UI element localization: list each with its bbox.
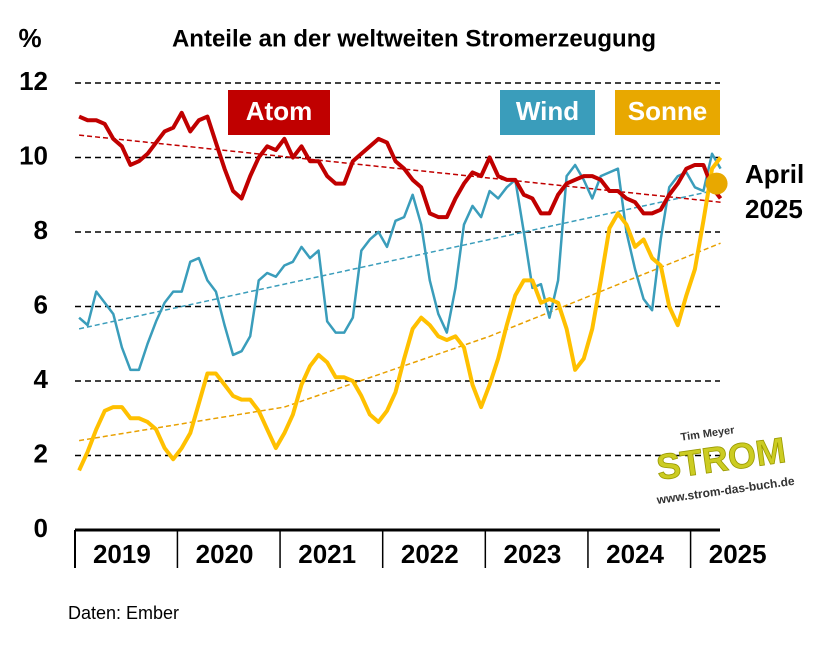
annotation-label: April bbox=[745, 159, 804, 189]
y-tick-label: 4 bbox=[34, 364, 49, 394]
series-line bbox=[78, 110, 723, 220]
legend-box bbox=[615, 90, 720, 135]
legend-label: Wind bbox=[516, 96, 579, 126]
y-tick-label: 12 bbox=[19, 66, 48, 96]
legend-label: Sonne bbox=[628, 96, 707, 126]
source: Daten: Ember bbox=[68, 603, 179, 623]
x-tick-label: 2024 bbox=[606, 539, 664, 569]
series-line bbox=[77, 156, 723, 472]
x-tick-label: 2025 bbox=[709, 539, 767, 569]
annotation-dot bbox=[705, 172, 728, 195]
trend-line bbox=[78, 242, 721, 442]
series-line bbox=[78, 152, 722, 372]
x-tick-label: 2022 bbox=[401, 539, 459, 569]
y-tick-label: 10 bbox=[19, 140, 48, 170]
legend-box bbox=[228, 90, 330, 135]
y-tick-label: 0 bbox=[34, 513, 48, 543]
y-tick-label: 6 bbox=[34, 289, 48, 319]
legend-label: Atom bbox=[246, 96, 312, 126]
x-tick-label: 2019 bbox=[93, 539, 151, 569]
y-axis-label: % bbox=[18, 23, 41, 53]
y-tick-label: 8 bbox=[34, 215, 48, 245]
y-tick-label: 2 bbox=[34, 438, 48, 468]
x-tick-label: 2020 bbox=[196, 539, 254, 569]
chart-title: Anteile an der weltweiten Stromerzeugung bbox=[172, 25, 656, 52]
annotation-label: 2025 bbox=[745, 194, 803, 224]
x-tick-label: 2021 bbox=[298, 539, 356, 569]
trend-line bbox=[78, 188, 721, 330]
x-tick-label: 2023 bbox=[504, 539, 562, 569]
legend-box bbox=[500, 90, 595, 135]
